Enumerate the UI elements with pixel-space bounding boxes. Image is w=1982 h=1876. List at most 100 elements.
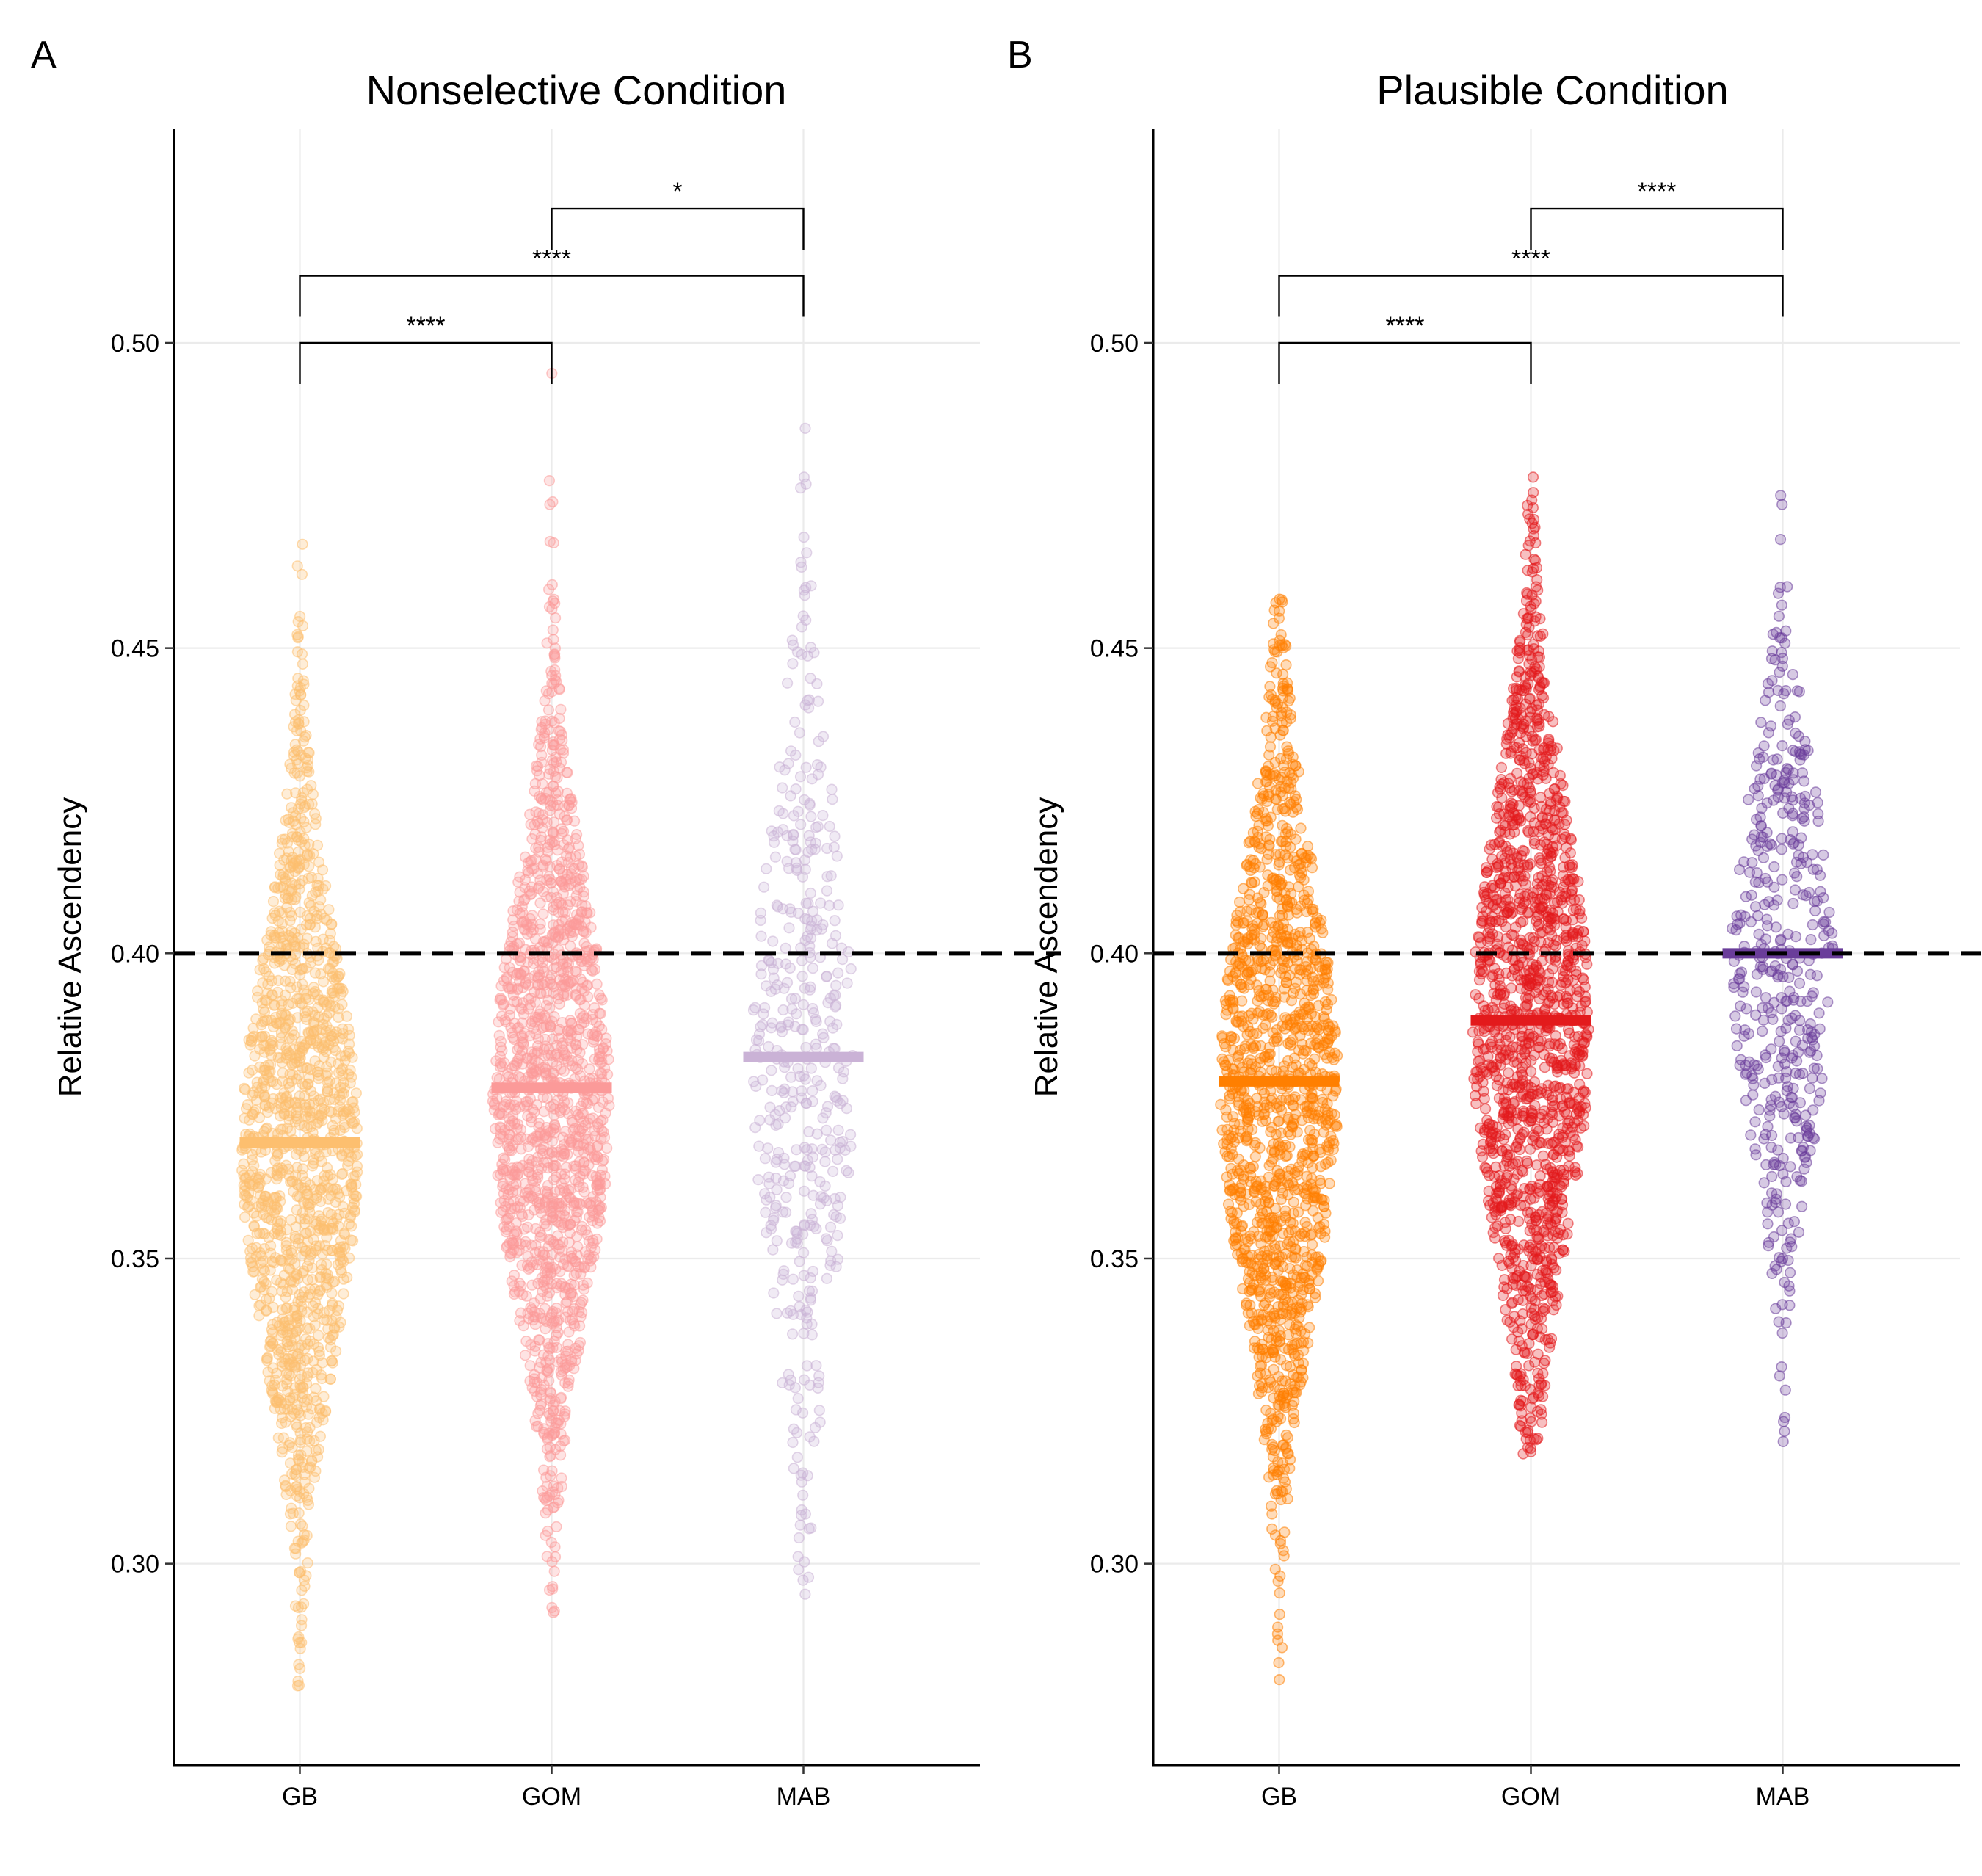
point-nonselective-condition-gb-1347 (286, 1503, 297, 1513)
point-nonselective-condition-gb-1008 (342, 1011, 352, 1021)
point-nonselective-condition-mab-341 (821, 1234, 832, 1244)
point-nonselective-condition-mab-321 (822, 1274, 832, 1284)
point-nonselective-condition-gom-1185 (496, 981, 507, 991)
point-nonselective-condition-gom-1377 (585, 1142, 595, 1153)
point-nonselective-condition-gb-1289 (287, 884, 297, 894)
point-nonselective-condition-gb-1304 (287, 895, 297, 905)
point-nonselective-condition-mab-441 (806, 1523, 816, 1533)
point-plausible-condition-gb-1262 (1332, 1051, 1343, 1061)
point-nonselective-condition-gb-1248 (308, 1248, 318, 1258)
point-nonselective-condition-mab-378 (807, 1171, 817, 1181)
point-nonselective-condition-gb-827 (348, 1236, 358, 1246)
point-nonselective-condition-gb-1350 (302, 1372, 313, 1382)
point-plausible-condition-gb-800 (1307, 1239, 1318, 1250)
point-nonselective-condition-gom-571 (540, 1324, 551, 1334)
point-nonselective-condition-mab-240 (799, 1270, 809, 1281)
point-plausible-condition-gb-1110 (1283, 1112, 1293, 1123)
point-nonselective-condition-gb-1256 (240, 1174, 250, 1184)
point-nonselective-condition-mab-376 (793, 1394, 803, 1404)
point-nonselective-condition-gom-1017 (533, 980, 543, 990)
point-nonselective-condition-gb-1396 (318, 1019, 328, 1029)
point-nonselective-condition-gb-1384 (291, 949, 301, 960)
point-plausible-condition-gb-1338 (1292, 1272, 1302, 1283)
point-nonselective-condition-gb-1221 (269, 932, 280, 943)
panel-letter-b: B (1007, 34, 1033, 76)
point-nonselective-condition-mab-447 (783, 1308, 793, 1319)
point-plausible-condition-gb-1256 (1235, 907, 1246, 917)
point-nonselective-condition-mab-437 (785, 904, 795, 914)
point-nonselective-condition-mab-444 (802, 651, 813, 662)
point-nonselective-condition-gb-1076 (350, 1171, 360, 1181)
point-plausible-condition-gb-880 (1326, 1156, 1336, 1166)
point-nonselective-condition-gom-1393 (587, 1206, 598, 1216)
point-plausible-condition-gb-1339 (1273, 1576, 1283, 1587)
point-nonselective-condition-mab-403 (827, 938, 838, 949)
point-nonselective-condition-gom-1178 (579, 1187, 589, 1198)
point-nonselective-condition-gb-1383 (285, 1082, 295, 1093)
point-nonselective-condition-gb-1369 (303, 747, 313, 758)
point-nonselective-condition-gom-1184 (544, 689, 554, 699)
point-nonselective-condition-gom-1325 (505, 1010, 515, 1021)
point-nonselective-condition-gb-1329 (300, 1177, 311, 1187)
point-nonselective-condition-mab-443 (807, 1319, 817, 1330)
point-nonselective-condition-mab-380 (788, 1097, 798, 1107)
point-plausible-condition-gb-1186 (1256, 1273, 1266, 1283)
point-nonselective-condition-mab-230 (805, 982, 816, 992)
point-nonselective-condition-mab-414 (780, 1113, 791, 1123)
point-nonselective-condition-gb-1381 (258, 954, 269, 964)
point-nonselective-condition-gb-1328 (285, 863, 295, 873)
point-nonselective-condition-gb-1150 (277, 1057, 288, 1068)
point-plausible-condition-gb-1351 (1267, 932, 1277, 943)
point-plausible-condition-gb-1348 (1280, 1206, 1291, 1216)
point-plausible-condition-gb-1306 (1308, 907, 1318, 917)
point-nonselective-condition-mab-179 (806, 1293, 816, 1303)
point-plausible-condition-gb-1383 (1273, 1635, 1283, 1645)
x-tick-label-nonselective-condition-gom: GOM (522, 1783, 581, 1811)
point-nonselective-condition-mab-423 (818, 731, 829, 742)
point-nonselective-condition-mab-131 (750, 1123, 761, 1133)
point-nonselective-condition-mab-368 (802, 915, 813, 925)
point-nonselective-condition-gb-1194 (319, 1170, 330, 1181)
point-plausible-condition-gb-1334 (1271, 794, 1282, 805)
point-nonselective-condition-gom-1058 (518, 1212, 528, 1222)
point-plausible-condition-gb-775 (1253, 778, 1263, 789)
point-plausible-condition-gb-1375 (1310, 1129, 1320, 1140)
point-plausible-condition-gb-1368 (1293, 882, 1304, 892)
point-nonselective-condition-gom-1348 (565, 897, 576, 907)
point-nonselective-condition-gom-888 (554, 714, 565, 724)
point-nonselective-condition-mab-354 (773, 902, 783, 912)
point-nonselective-condition-mab-317 (809, 1008, 819, 1018)
point-nonselective-condition-gb-1066 (256, 1251, 266, 1261)
point-nonselective-condition-gom-1382 (578, 1011, 589, 1021)
point-nonselective-condition-mab-336 (833, 1200, 843, 1211)
point-nonselective-condition-gb-1237 (305, 1462, 316, 1472)
point-nonselective-condition-gb-1271 (302, 1558, 313, 1568)
point-nonselective-condition-gom-975 (531, 761, 542, 772)
point-nonselective-condition-gom-1477 (569, 1197, 579, 1207)
point-nonselective-condition-gb-925 (309, 1098, 319, 1109)
point-nonselective-condition-gb-1333 (276, 1255, 286, 1265)
point-plausible-condition-gb-1109 (1307, 863, 1318, 873)
point-nonselective-condition-gom-1045 (575, 850, 585, 860)
point-plausible-condition-gb-1379 (1271, 771, 1281, 781)
significance-label-nonselective-condition-2: * (672, 178, 682, 206)
point-nonselective-condition-mab-371 (818, 811, 828, 821)
point-plausible-condition-gb-1233 (1270, 922, 1280, 932)
point-nonselective-condition-mab-248 (780, 1062, 790, 1073)
point-nonselective-condition-gb-1060 (305, 850, 315, 861)
point-nonselective-condition-mab-314 (812, 679, 822, 689)
point-nonselective-condition-gb-1395 (291, 755, 302, 765)
point-nonselective-condition-mab-287 (791, 1383, 801, 1393)
point-nonselective-condition-gb-513 (316, 1431, 326, 1441)
point-nonselective-condition-gom-1455 (523, 1053, 533, 1063)
point-nonselective-condition-mab-413 (843, 1167, 854, 1178)
point-nonselective-condition-gom-1233 (507, 1276, 517, 1286)
point-plausible-condition-gb-1311 (1228, 971, 1238, 982)
point-plausible-condition-gb-1259 (1301, 1261, 1311, 1271)
point-nonselective-condition-gb-1341 (275, 1098, 285, 1109)
point-nonselective-condition-mab-226 (772, 1308, 782, 1319)
point-plausible-condition-gb-1243 (1298, 1149, 1308, 1159)
point-nonselective-condition-mab-337 (818, 1113, 828, 1123)
point-nonselective-condition-gb-1387 (261, 1201, 271, 1212)
point-plausible-condition-gb-1216 (1328, 1091, 1338, 1101)
